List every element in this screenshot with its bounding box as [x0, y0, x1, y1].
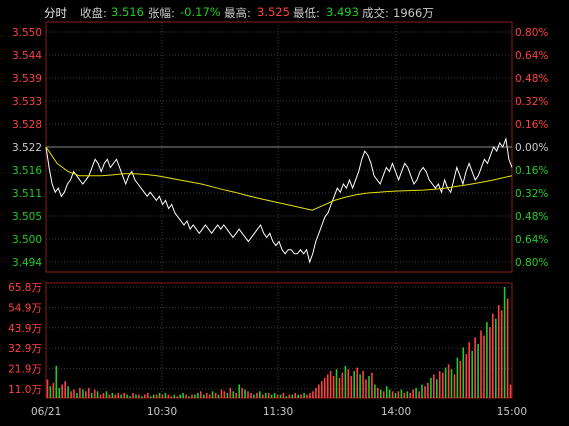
quote-header: 分时 收盘: 3.516 张幅: -0.17% 最高: 3.525 最低: 3.…	[0, 0, 569, 22]
price-tick-label: 3.544	[12, 50, 42, 62]
percent-tick-label: 0.80%	[515, 257, 548, 269]
time-tick-label: 15:00	[497, 406, 527, 418]
percent-tick-label: 0.64%	[515, 234, 548, 246]
average-price-line	[45, 146, 513, 211]
volume-panel[interactable]	[46, 287, 512, 398]
volume-tick-label: 65.8万	[8, 282, 42, 294]
time-tick-label: 14:00	[381, 406, 411, 418]
price-tick-label: 3.550	[12, 27, 42, 39]
price-tick-label: 3.522	[12, 142, 42, 154]
percent-tick-label: 0.48%	[515, 211, 548, 223]
percent-tick-label: 0.16%	[515, 119, 548, 131]
price-tick-label: 3.533	[12, 96, 42, 108]
volume-tick-label: 21.9万	[8, 364, 42, 376]
percent-tick-label: 0.64%	[515, 50, 548, 62]
chart-mode-label[interactable]: 分时	[44, 6, 67, 20]
volume-tick-label: 32.9万	[8, 343, 42, 355]
close-value: 3.516	[111, 5, 144, 19]
volume-tick-label: 11.0万	[8, 384, 42, 396]
price-tick-label: 3.494	[12, 257, 42, 269]
percent-tick-label: 0.32%	[515, 96, 548, 108]
volume-label: 成交:	[362, 6, 389, 20]
price-tick-label: 3.500	[12, 234, 42, 246]
close-label: 收盘:	[80, 6, 107, 20]
volume-tick-label: 54.9万	[8, 302, 42, 314]
chart-axes: 3.550 0.80% 3.544 0.64% 3.539 0.48% 3.533 0.32%…	[8, 27, 548, 418]
volume-frame	[45, 282, 513, 399]
percent-tick-label: 0.32%	[515, 188, 548, 200]
price-tick-label: 3.516	[12, 165, 42, 177]
percent-tick-label: 0.48%	[515, 73, 548, 85]
high-value: 3.525	[257, 5, 290, 19]
percent-tick-label: 0.00%	[515, 142, 548, 154]
price-tick-label: 3.528	[12, 119, 42, 131]
time-tick-label: 10:30	[147, 406, 177, 418]
price-tick-label: 3.505	[12, 211, 42, 223]
volume-tick-label: 43.9万	[8, 323, 42, 335]
volume-value: 1966万	[393, 6, 434, 20]
high-label: 最高:	[224, 6, 251, 20]
price-tick-label: 3.539	[12, 73, 42, 85]
price-panel[interactable]	[45, 136, 513, 264]
chart-grid	[45, 21, 513, 399]
change-label: 张幅:	[148, 6, 175, 20]
time-tick-label: 06/21	[31, 406, 61, 418]
time-tick-label: 11:30	[263, 406, 293, 418]
low-label: 最低:	[293, 6, 320, 20]
price-tick-label: 3.511	[12, 188, 42, 200]
percent-tick-label: 0.16%	[515, 165, 548, 177]
price-line	[45, 136, 513, 264]
percent-tick-label: 0.80%	[515, 27, 548, 39]
change-value: -0.17%	[180, 5, 221, 19]
low-value: 3.493	[326, 5, 359, 19]
